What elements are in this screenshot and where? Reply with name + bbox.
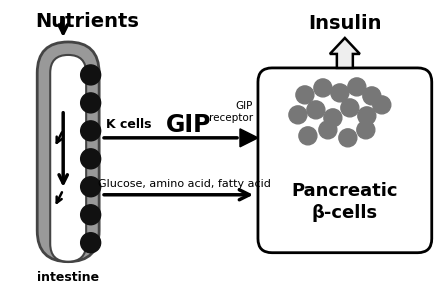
Text: Glucose, amino acid, fatty acid: Glucose, amino acid, fatty acid (98, 179, 271, 189)
Circle shape (348, 78, 366, 96)
Circle shape (81, 205, 101, 225)
Circle shape (81, 65, 101, 85)
Circle shape (314, 79, 332, 97)
Circle shape (319, 121, 337, 139)
Circle shape (357, 121, 375, 139)
Circle shape (307, 101, 325, 119)
Circle shape (373, 96, 391, 114)
Circle shape (81, 233, 101, 253)
Circle shape (324, 109, 342, 127)
Text: Pancreatic
β-cells: Pancreatic β-cells (292, 182, 398, 222)
Circle shape (296, 86, 314, 104)
FancyBboxPatch shape (37, 42, 99, 262)
Text: K cells: K cells (106, 118, 152, 131)
Circle shape (289, 106, 307, 124)
Circle shape (339, 129, 357, 147)
Text: GIP: GIP (166, 113, 212, 137)
Polygon shape (240, 129, 258, 147)
Circle shape (341, 99, 359, 117)
FancyBboxPatch shape (258, 68, 432, 253)
Circle shape (331, 84, 349, 102)
FancyBboxPatch shape (50, 55, 86, 262)
Circle shape (81, 121, 101, 141)
Text: intestine: intestine (37, 271, 99, 284)
Circle shape (81, 177, 101, 197)
Text: Nutrients: Nutrients (35, 12, 139, 31)
Circle shape (358, 107, 376, 125)
Circle shape (81, 149, 101, 169)
Text: Insulin: Insulin (308, 14, 381, 33)
Circle shape (81, 93, 101, 113)
Circle shape (299, 127, 317, 145)
Text: GIP
receptor: GIP receptor (209, 101, 253, 123)
Polygon shape (330, 38, 360, 68)
Circle shape (363, 87, 381, 105)
